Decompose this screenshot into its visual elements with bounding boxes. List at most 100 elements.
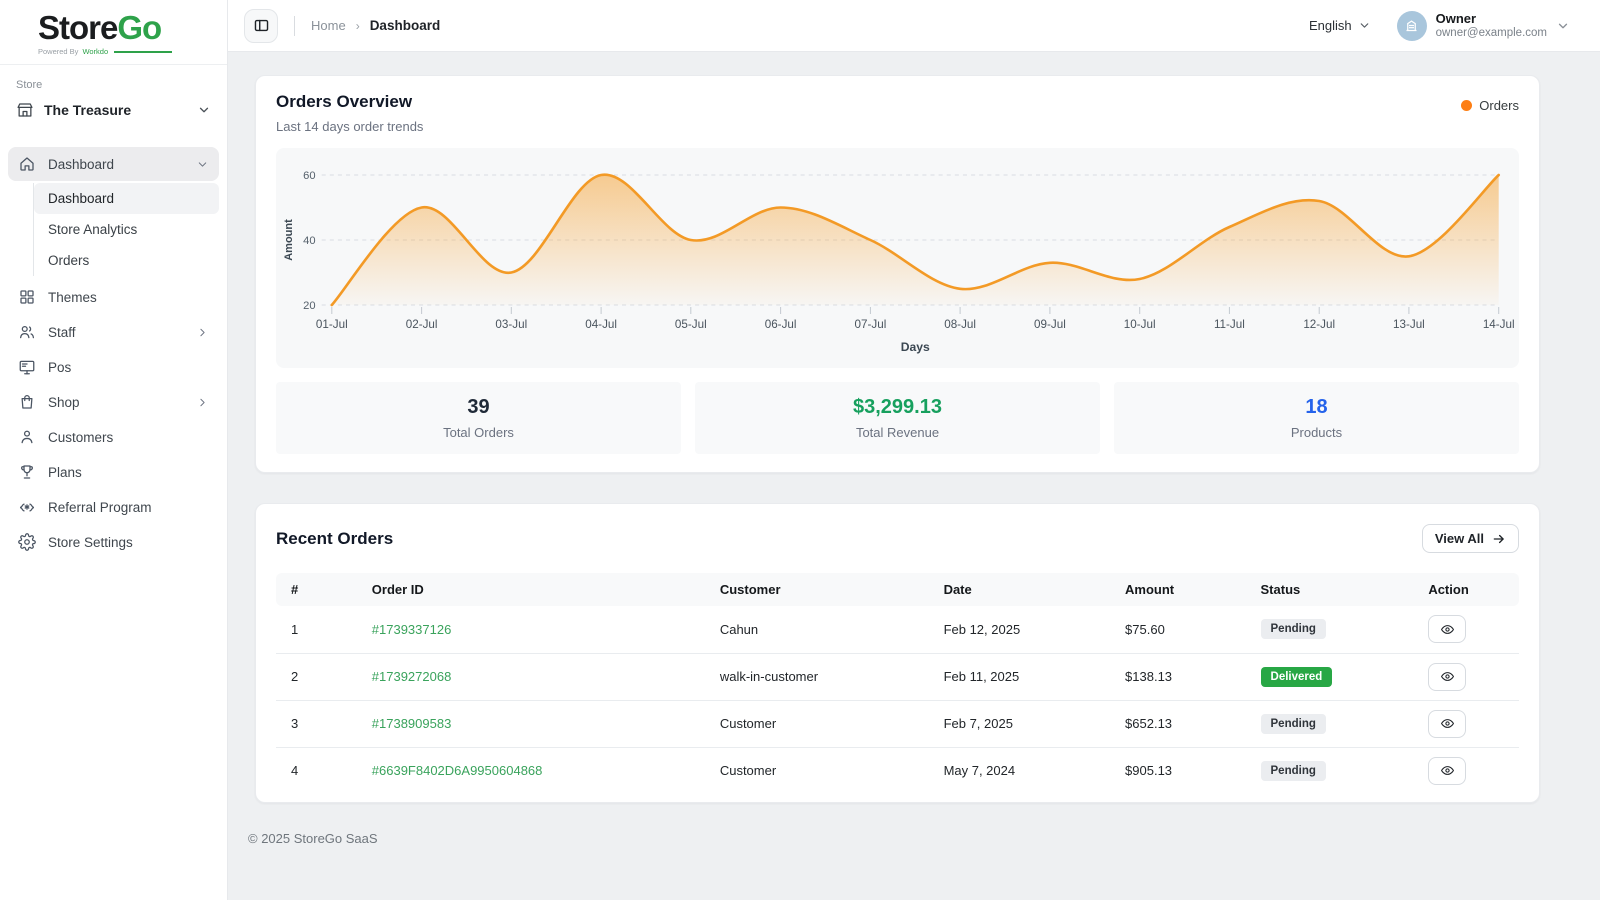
svg-text:04-Jul: 04-Jul bbox=[585, 319, 617, 331]
cell-date: May 7, 2024 bbox=[929, 747, 1110, 794]
eye-icon bbox=[1440, 622, 1455, 637]
topbar: Home › Dashboard English Owner owner@exa… bbox=[228, 0, 1600, 52]
overview-card-header: Orders Overview Last 14 days order trend… bbox=[276, 92, 1519, 134]
sidebar-item-plans[interactable]: Plans bbox=[8, 455, 219, 489]
sidebar-item-themes[interactable]: Themes bbox=[8, 280, 219, 314]
view-all-button[interactable]: View All bbox=[1422, 524, 1519, 553]
sidebar-subitem-dashboard[interactable]: Dashboard bbox=[34, 183, 219, 214]
footer-copyright: © 2025 StoreGo SaaS bbox=[248, 803, 1540, 864]
store-selector[interactable]: The Treasure bbox=[16, 101, 211, 119]
sidebar-subitem-orders[interactable]: Orders bbox=[34, 245, 219, 276]
logo-text-go: Go bbox=[117, 9, 161, 46]
avatar bbox=[1397, 11, 1427, 41]
storego-logo[interactable]: StoreGo bbox=[38, 10, 227, 46]
column-header-date: Date bbox=[929, 573, 1110, 606]
svg-text:10-Jul: 10-Jul bbox=[1124, 319, 1156, 331]
logo-text-store: Store bbox=[38, 9, 117, 46]
stat-label: Total Revenue bbox=[856, 425, 939, 440]
column-header-customer: Customer bbox=[705, 573, 929, 606]
svg-text:13-Jul: 13-Jul bbox=[1393, 319, 1425, 331]
sidebar-item-referral-program[interactable]: Referral Program bbox=[8, 490, 219, 524]
sidebar-item-staff[interactable]: Staff bbox=[8, 315, 219, 349]
order-id-link[interactable]: #1739272068 bbox=[372, 669, 452, 684]
recent-orders-card: Recent Orders View All #Order IDCustomer… bbox=[255, 503, 1540, 803]
cell-num: 4 bbox=[276, 747, 357, 794]
cell-customer: Customer bbox=[705, 700, 929, 747]
stat-total-revenue: $3,299.13 Total Revenue bbox=[695, 382, 1100, 454]
svg-text:08-Jul: 08-Jul bbox=[944, 319, 976, 331]
chevron-down-icon bbox=[1358, 19, 1371, 32]
breadcrumb: Home › Dashboard bbox=[311, 18, 440, 33]
content-area: Orders Overview Last 14 days order trend… bbox=[228, 52, 1600, 900]
svg-text:Days: Days bbox=[901, 340, 930, 354]
view-order-button[interactable] bbox=[1428, 663, 1466, 691]
eye-icon bbox=[1440, 763, 1455, 778]
view-order-button[interactable] bbox=[1428, 710, 1466, 738]
status-badge: Pending bbox=[1261, 619, 1326, 639]
home-icon bbox=[18, 155, 36, 173]
stat-label: Total Orders bbox=[443, 425, 514, 440]
sidebar-subitem-store-analytics[interactable]: Store Analytics bbox=[34, 214, 219, 245]
breadcrumb-home-link[interactable]: Home bbox=[311, 18, 346, 33]
sidebar-item-dashboard[interactable]: Dashboard bbox=[8, 147, 219, 181]
table-row: 2#1739272068walk-in-customerFeb 11, 2025… bbox=[276, 653, 1519, 700]
view-order-button[interactable] bbox=[1428, 757, 1466, 785]
svg-text:14-Jul: 14-Jul bbox=[1483, 319, 1515, 331]
svg-text:09-Jul: 09-Jul bbox=[1034, 319, 1066, 331]
chevron-right-icon bbox=[196, 326, 209, 339]
view-all-label: View All bbox=[1435, 531, 1484, 546]
order-id-link[interactable]: #1738909583 bbox=[372, 716, 452, 731]
sidebar-item-label: Customers bbox=[48, 430, 209, 445]
sidebar-item-shop[interactable]: Shop bbox=[8, 385, 219, 419]
overview-card-title: Orders Overview bbox=[276, 92, 423, 112]
svg-text:06-Jul: 06-Jul bbox=[765, 319, 797, 331]
powered-by-brand: Workdo bbox=[82, 47, 108, 56]
eye-icon bbox=[1440, 716, 1455, 731]
chart-legend-orders[interactable]: Orders bbox=[1461, 98, 1519, 113]
orders-trend-chart: 60402001-Jul02-Jul03-Jul04-Jul05-Jul06-J… bbox=[276, 148, 1519, 368]
language-selector[interactable]: English bbox=[1309, 18, 1371, 33]
stat-products: 18 Products bbox=[1114, 382, 1519, 454]
referral-icon bbox=[18, 498, 36, 516]
powered-by: Powered By Workdo bbox=[38, 47, 227, 56]
users-icon bbox=[18, 323, 36, 341]
chevron-down-icon bbox=[1556, 19, 1570, 33]
area-chart-svg: 60402001-Jul02-Jul03-Jul04-Jul05-Jul06-J… bbox=[276, 148, 1519, 368]
cell-customer: Customer bbox=[705, 747, 929, 794]
sidebar-item-pos[interactable]: Pos bbox=[8, 350, 219, 384]
storefront-icon bbox=[16, 101, 34, 119]
cell-amount: $138.13 bbox=[1110, 653, 1245, 700]
order-id-link[interactable]: #1739337126 bbox=[372, 622, 452, 637]
sidebar-item-label: Staff bbox=[48, 325, 184, 340]
view-order-button[interactable] bbox=[1428, 615, 1466, 643]
recent-orders-header: Recent Orders View All bbox=[276, 524, 1519, 553]
sidebar-item-customers[interactable]: Customers bbox=[8, 420, 219, 454]
table-row: 1#1739337126CahunFeb 12, 2025$75.60Pendi… bbox=[276, 606, 1519, 653]
cell-num: 1 bbox=[276, 606, 357, 653]
user-name: Owner bbox=[1436, 12, 1547, 26]
panel-toggle-icon bbox=[253, 17, 270, 34]
svg-text:20: 20 bbox=[303, 300, 315, 312]
sidebar-item-label: Referral Program bbox=[48, 500, 209, 515]
person-icon bbox=[18, 428, 36, 446]
user-menu[interactable]: Owner owner@example.com bbox=[1397, 11, 1570, 41]
table-row: 3#1738909583CustomerFeb 7, 2025$652.13Pe… bbox=[276, 700, 1519, 747]
orders-overview-card: Orders Overview Last 14 days order trend… bbox=[255, 75, 1540, 473]
app-root: StoreGo Powered By Workdo Store The Trea… bbox=[0, 0, 1600, 900]
order-id-link[interactable]: #6639F8402D6A9950604868 bbox=[372, 763, 543, 778]
sidebar-menu: DashboardDashboardStore AnalyticsOrdersT… bbox=[0, 147, 227, 559]
overview-card-subtitle: Last 14 days order trends bbox=[276, 119, 423, 134]
sidebar-item-store-settings[interactable]: Store Settings bbox=[8, 525, 219, 559]
table-row: 4 #6639F8402D6A9950604868 CustomerMay 7, 2… bbox=[276, 747, 1519, 794]
sidebar-toggle-button[interactable] bbox=[244, 9, 278, 43]
column-header-amount: Amount bbox=[1110, 573, 1245, 606]
stat-value: 18 bbox=[1305, 396, 1327, 419]
arrow-right-icon bbox=[1492, 532, 1506, 546]
svg-text:01-Jul: 01-Jul bbox=[316, 319, 348, 331]
svg-text:12-Jul: 12-Jul bbox=[1303, 319, 1335, 331]
sidebar-item-label: Themes bbox=[48, 290, 209, 305]
user-email: owner@example.com bbox=[1436, 26, 1547, 40]
cell-date: Feb 12, 2025 bbox=[929, 606, 1110, 653]
orders-table-body: 1#1739337126CahunFeb 12, 2025$75.60Pendi… bbox=[276, 606, 1519, 794]
legend-dot-icon bbox=[1461, 100, 1472, 111]
